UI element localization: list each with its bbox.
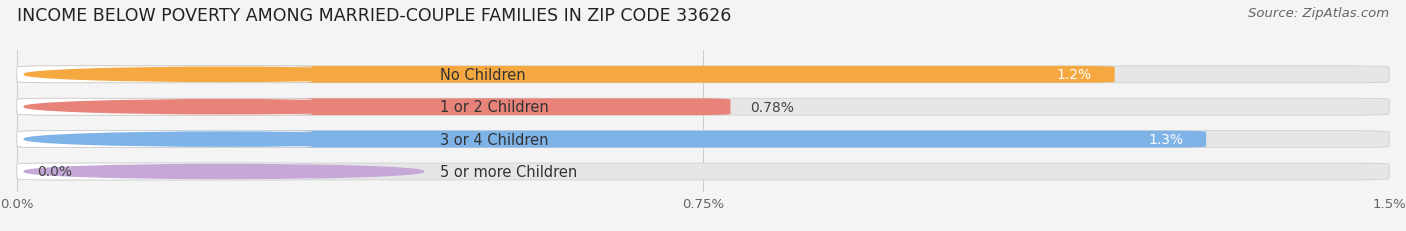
Text: 1.2%: 1.2% [1057,68,1092,82]
Text: No Children: No Children [440,67,526,82]
FancyBboxPatch shape [17,99,1389,116]
FancyBboxPatch shape [17,163,1389,180]
FancyBboxPatch shape [17,67,1389,83]
Circle shape [24,68,423,82]
Circle shape [24,132,423,146]
Text: 1.3%: 1.3% [1149,133,1184,146]
FancyBboxPatch shape [17,131,1389,148]
Text: 0.0%: 0.0% [37,165,72,179]
Text: 5 or more Children: 5 or more Children [440,164,578,179]
Text: INCOME BELOW POVERTY AMONG MARRIED-COUPLE FAMILIES IN ZIP CODE 33626: INCOME BELOW POVERTY AMONG MARRIED-COUPL… [17,7,731,25]
FancyBboxPatch shape [17,99,731,116]
Circle shape [24,100,423,114]
FancyBboxPatch shape [17,67,1115,83]
FancyBboxPatch shape [17,163,312,180]
FancyBboxPatch shape [17,131,1206,148]
Text: 3 or 4 Children: 3 or 4 Children [440,132,548,147]
Text: 1 or 2 Children: 1 or 2 Children [440,100,548,115]
FancyBboxPatch shape [17,67,312,83]
Text: Source: ZipAtlas.com: Source: ZipAtlas.com [1249,7,1389,20]
FancyBboxPatch shape [17,131,312,148]
Circle shape [24,165,423,179]
FancyBboxPatch shape [17,99,312,116]
Text: 0.78%: 0.78% [751,100,794,114]
